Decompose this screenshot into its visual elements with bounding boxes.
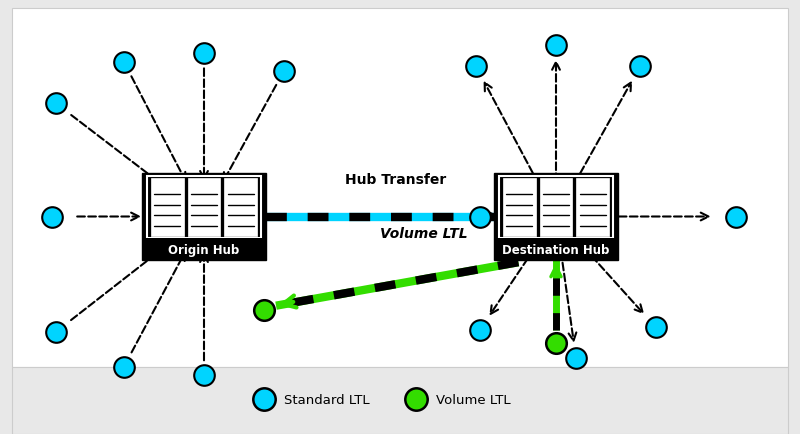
Bar — [151, 178, 184, 237]
Point — [46, 214, 58, 220]
Bar — [502, 178, 536, 237]
Text: Origin Hub: Origin Hub — [168, 244, 240, 257]
Bar — [12, 9, 788, 367]
Bar — [494, 174, 618, 260]
Bar — [576, 178, 610, 237]
Point — [410, 396, 422, 403]
Point — [470, 64, 482, 71]
Point — [474, 214, 486, 220]
Point — [50, 329, 62, 335]
Bar — [187, 178, 220, 237]
Point — [50, 101, 62, 108]
Point — [198, 51, 210, 58]
Bar — [494, 239, 618, 260]
Point — [198, 372, 210, 379]
Point — [650, 324, 662, 331]
Text: Volume LTL: Volume LTL — [380, 227, 468, 241]
Point — [118, 59, 130, 66]
Bar — [147, 176, 262, 239]
Point — [258, 396, 270, 403]
Bar — [142, 239, 266, 260]
Point — [118, 363, 130, 370]
Bar — [142, 174, 266, 260]
Point — [474, 326, 486, 333]
Point — [550, 339, 562, 346]
Point — [634, 64, 646, 71]
Point — [730, 214, 742, 220]
Point — [258, 307, 270, 314]
Point — [570, 355, 582, 362]
Bar — [12, 367, 788, 434]
Point — [278, 68, 290, 75]
Bar — [224, 178, 257, 237]
Text: Destination Hub: Destination Hub — [502, 244, 610, 257]
Text: Hub Transfer: Hub Transfer — [346, 173, 446, 187]
Bar — [499, 176, 613, 239]
Text: Volume LTL: Volume LTL — [436, 393, 510, 406]
Bar — [539, 178, 573, 237]
Text: Standard LTL: Standard LTL — [284, 393, 370, 406]
Point — [550, 42, 562, 49]
